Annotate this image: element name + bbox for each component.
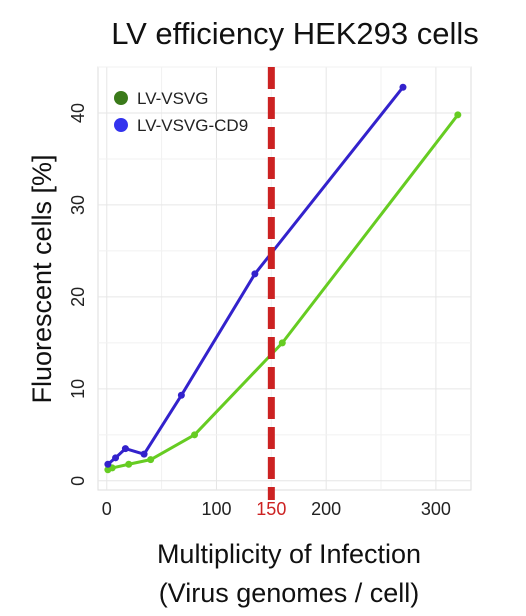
y-axis-ticks: 0 10 20 30 40 [68, 103, 88, 486]
x-tick-label: 0 [102, 499, 112, 519]
legend: LV-VSVG LV-VSVG-CD9 [114, 89, 248, 135]
legend-marker-lv-vsvg-cd9 [114, 118, 128, 132]
legend-label-lv-vsvg-cd9: LV-VSVG-CD9 [137, 116, 248, 135]
y-tick-label: 30 [68, 195, 88, 215]
x-tick-label: 100 [201, 499, 231, 519]
legend-marker-lv-vsvg [114, 91, 128, 105]
data-point-lv-vsvg [278, 339, 286, 347]
x-tick-label: 300 [421, 499, 451, 519]
grid [98, 66, 471, 490]
data-point-lv-vsvg-cd9 [140, 450, 148, 458]
x-tick-label: 150 [256, 499, 286, 519]
data-point-lv-vsvg-cd9 [121, 445, 129, 453]
data-point-lv-vsvg [147, 456, 155, 464]
data-point-lv-vsvg [454, 111, 462, 119]
chart-title: LV efficiency HEK293 cells [111, 16, 479, 51]
y-tick-label: 10 [68, 379, 88, 399]
x-axis-title-line-1: Multiplicity of Infection [157, 539, 421, 569]
data-point-lv-vsvg [125, 460, 133, 468]
series-layer [104, 83, 462, 474]
data-point-lv-vsvg-cd9 [399, 83, 407, 91]
y-tick-label: 0 [68, 476, 88, 486]
x-tick-label: 200 [311, 499, 341, 519]
y-axis-title: Fluorescent cells [%] [27, 154, 57, 403]
y-tick-label: 20 [68, 287, 88, 307]
data-point-lv-vsvg-cd9 [104, 460, 112, 468]
x-axis-title-line-2: (Virus genomes / cell) [159, 578, 420, 608]
plot-area [97, 66, 472, 491]
legend-label-lv-vsvg: LV-VSVG [137, 89, 209, 108]
x-axis-ticks: 0 100 150 200 300 [102, 499, 451, 519]
data-point-lv-vsvg-cd9 [251, 270, 259, 278]
data-point-lv-vsvg-cd9 [177, 391, 185, 399]
y-tick-label: 40 [68, 103, 88, 123]
data-point-lv-vsvg [191, 431, 199, 439]
data-point-lv-vsvg-cd9 [112, 454, 120, 462]
